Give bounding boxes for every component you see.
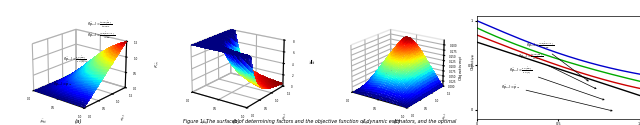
- Text: (a): (a): [75, 119, 82, 124]
- Text: $f(\hat{p}_{ui})=\frac{\tanh(\hat{p}_{ui})}{\tanh 1}$: $f(\hat{p}_{ui})=\frac{\tanh(\hat{p}_{ui…: [518, 52, 596, 89]
- X-axis label: $\hat{p}_{ui}$: $\hat{p}_{ui}$: [360, 119, 369, 125]
- X-axis label: $\hat{p}_{ui}$: $\hat{p}_{ui}$: [38, 117, 47, 125]
- Text: $f(\hat{p}_{ui})=\frac{\tanh(\hat{p}_{ui})}{\tanh 1}$: $f(\hat{p}_{ui})=\frac{\tanh(\hat{p}_{ui…: [86, 19, 112, 30]
- Y-axis label: $\rho^*$: $\rho^*$: [279, 111, 291, 124]
- Y-axis label: Objective$_{opt}$: Objective$_{opt}$: [458, 54, 467, 81]
- Text: $f(\hat{p}_{ui})=\frac{\sin(\hat{p}_{ui})}{\sin(1)}$: $f(\hat{p}_{ui})=\frac{\sin(\hat{p}_{ui}…: [63, 55, 86, 66]
- X-axis label: $\hat{p}_{ui}$: $\hat{p}_{ui}$: [200, 119, 209, 125]
- Text: $f(\hat{p}_{ui})=\frac{\sin(\hat{p}_{ui})}{\sin(1)}$: $f(\hat{p}_{ui})=\frac{\sin(\hat{p}_{ui}…: [509, 66, 604, 100]
- Y-axis label: $\rho^*$: $\rho^*$: [439, 111, 451, 124]
- Text: $f(\hat{p}_{ui})=\hat{p}_{ui}$: $f(\hat{p}_{ui})=\hat{p}_{ui}$: [501, 82, 612, 111]
- Text: $f(\hat{p}_{ui})=\frac{\log(\hat{p}_{ui}+1)}{\log 2}$: $f(\hat{p}_{ui})=\frac{\log(\hat{p}_{ui}…: [86, 31, 115, 40]
- Text: (b): (b): [233, 119, 241, 124]
- Y-axis label: $\rho^*$: $\rho^*$: [118, 113, 129, 125]
- Text: (c): (c): [393, 119, 401, 124]
- Text: Figure 1: The surfaces of determining factors and the objective function of dyna: Figure 1: The surfaces of determining fa…: [183, 119, 457, 124]
- Text: $f(\hat{p}_{ui})=\hat{p}_{ui}$: $f(\hat{p}_{ui})=\hat{p}_{ui}$: [52, 80, 72, 88]
- Text: $f(\hat{p}_{ui})=\frac{\log(\hat{p}_{ui}+1)}{\log 2}$: $f(\hat{p}_{ui})=\frac{\log(\hat{p}_{ui}…: [526, 40, 588, 81]
